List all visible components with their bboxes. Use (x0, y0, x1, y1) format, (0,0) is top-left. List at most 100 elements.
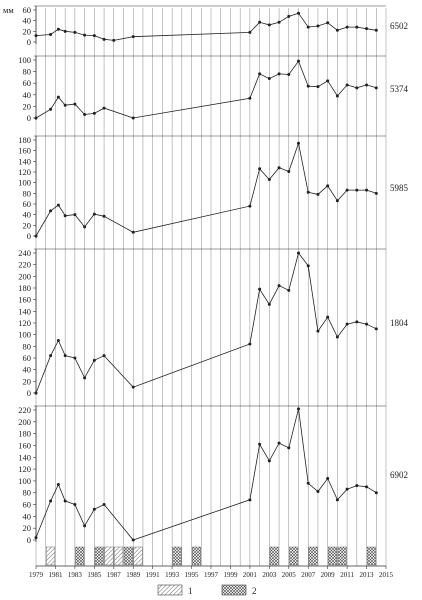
data-point (316, 329, 320, 333)
data-point (355, 320, 359, 324)
y-tick-label: 140 (18, 452, 31, 462)
legend-swatch (221, 584, 247, 596)
data-point (49, 499, 53, 503)
data-point (287, 73, 291, 76)
data-point (267, 459, 271, 463)
series-line (35, 141, 377, 237)
data-point (287, 14, 291, 18)
chart-panels: 0204060мм6502020406080100537402040608010… (3, 5, 409, 545)
data-point (248, 30, 252, 34)
y-tick-label: 20 (23, 26, 32, 36)
y-tick-label: 60 (23, 199, 32, 209)
data-point (335, 94, 339, 98)
year-mark-2 (123, 546, 133, 566)
x-tick-label: 2009 (321, 571, 336, 579)
data-point (83, 225, 87, 229)
y-tick-label: 220 (18, 405, 31, 415)
x-tick-label: 2015 (379, 571, 394, 579)
series-line (35, 12, 377, 41)
data-point (267, 77, 271, 81)
data-point (306, 25, 310, 29)
data-point (335, 28, 339, 32)
y-tick-label: 80 (23, 341, 32, 351)
y-tick-label: 40 (23, 210, 32, 220)
data-point (34, 34, 38, 38)
y-tick-label: 120 (18, 167, 31, 177)
data-point (248, 498, 252, 502)
data-point (287, 446, 291, 450)
y-tick-label: 80 (23, 67, 32, 77)
x-tick-label: 1999 (223, 571, 238, 579)
data-point (49, 107, 53, 111)
y-tick-label: 100 (18, 330, 31, 340)
y-tick-label: 160 (18, 295, 31, 305)
y-tick-label: 100 (18, 55, 31, 65)
data-point (267, 302, 271, 306)
legend-label: 1 (188, 586, 193, 596)
data-point (73, 213, 77, 217)
y-tick-label: 0 (27, 388, 31, 398)
y-tick-label: 100 (18, 178, 31, 188)
data-point (92, 111, 96, 115)
x-tick-label: 1987 (107, 571, 122, 579)
y-tick-label: 20 (23, 220, 32, 230)
station-label: 6502 (390, 21, 408, 31)
data-point (73, 102, 77, 106)
data-point (277, 166, 281, 170)
x-axis: 1979 1981 1983 1985 1987 1989 1991 1993 1995 1997… (29, 565, 394, 579)
data-point (374, 327, 378, 331)
data-point (83, 524, 87, 528)
data-point (335, 498, 339, 502)
data-point (248, 204, 252, 208)
data-point (63, 499, 67, 503)
y-tick-label: 20 (23, 101, 32, 111)
x-tick-label: 1989 (126, 571, 141, 579)
data-point (248, 96, 252, 100)
data-point (365, 188, 369, 192)
data-point (258, 167, 262, 171)
data-point (56, 482, 60, 486)
y-tick-label: 180 (18, 135, 31, 145)
y-tick-label: 140 (18, 306, 31, 316)
data-point (258, 442, 262, 446)
data-point (326, 477, 330, 481)
data-point (258, 72, 262, 76)
year-mark-2 (94, 546, 104, 566)
y-tick-label: 40 (23, 511, 32, 521)
data-point (56, 95, 60, 99)
data-point (112, 38, 116, 42)
y-tick-label: 180 (18, 283, 31, 293)
data-point (49, 209, 53, 213)
station-label: 1804 (390, 318, 409, 328)
y-tick-label: 20 (23, 523, 32, 533)
data-point (73, 30, 77, 34)
data-point (365, 27, 369, 31)
year-mark-1 (133, 546, 143, 566)
y-tick-label: 60 (23, 5, 32, 15)
data-point (374, 191, 378, 195)
data-point (345, 25, 349, 29)
y-tick-label: 40 (23, 90, 32, 100)
y-tick-label: 220 (18, 260, 31, 270)
year-mark-2 (308, 546, 318, 566)
year-mark-bars (46, 546, 376, 566)
data-point (92, 212, 96, 216)
x-tick-label: 1981 (48, 571, 63, 579)
data-point (335, 335, 339, 339)
data-point (92, 358, 96, 362)
data-point (63, 29, 67, 33)
data-point (56, 27, 60, 31)
x-tick-label: 2007 (301, 571, 316, 579)
station-label: 5985 (390, 183, 409, 193)
data-point (83, 113, 87, 117)
y-tick-label: 240 (18, 248, 31, 258)
data-point (34, 536, 38, 540)
year-mark-2 (269, 546, 279, 566)
data-point (102, 354, 106, 358)
data-point (92, 34, 96, 38)
data-point (83, 376, 87, 380)
data-point (131, 538, 135, 542)
